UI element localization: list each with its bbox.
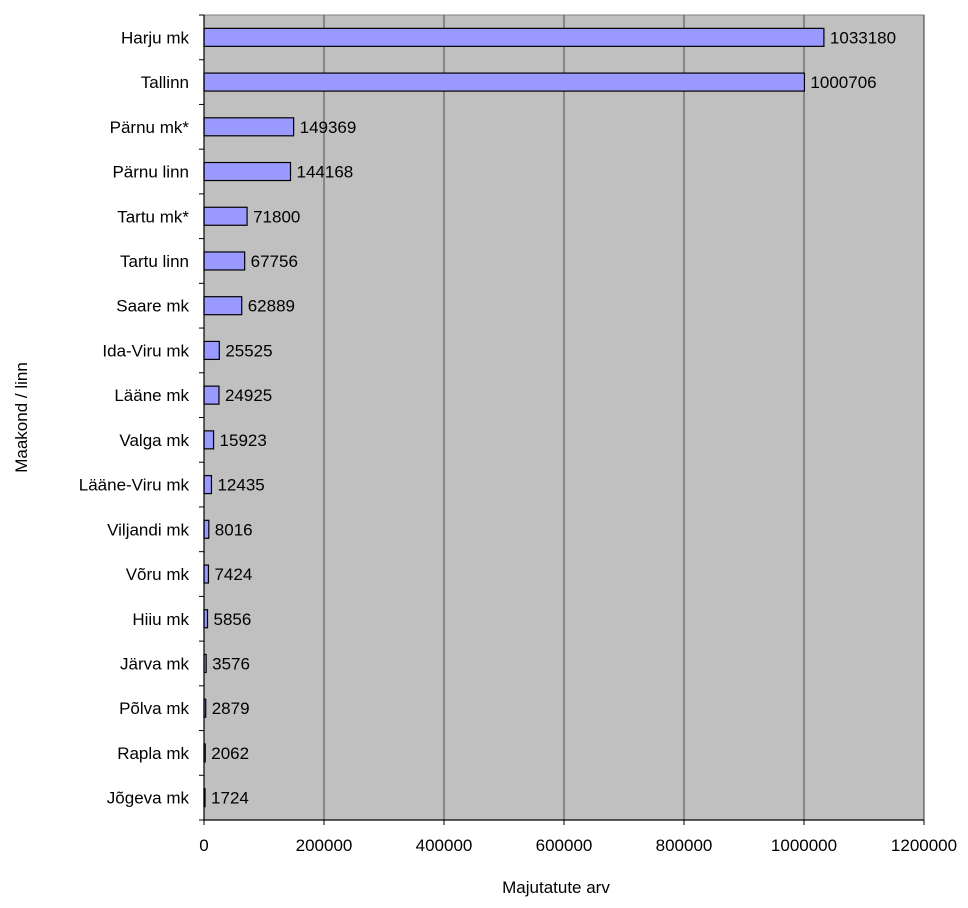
data-label: 144168	[297, 163, 354, 182]
data-label: 12435	[217, 476, 264, 495]
bar	[203, 474, 213, 495]
category-label: Järva mk	[120, 654, 189, 673]
bar	[203, 296, 243, 316]
data-label: 1724	[211, 789, 249, 808]
data-label: 8016	[215, 520, 253, 539]
x-tick-label: 1200000	[891, 836, 957, 855]
category-labels: Harju mk Tallinn Pärnu mk* Pärnu linn Tartu …	[79, 28, 190, 807]
data-label: 1033180	[830, 28, 896, 47]
data-label: 25525	[225, 341, 272, 360]
category-label: Rapla mk	[117, 744, 189, 763]
data-label: 149369	[300, 118, 357, 137]
category-label: Valga mk	[119, 431, 189, 450]
data-label: 71800	[253, 207, 300, 226]
x-tick-labels: 0 200000 400000 600000 800000 1000000 1200000	[199, 836, 957, 855]
data-label: 2879	[212, 699, 250, 718]
category-label: Lääne-Viru mk	[79, 476, 190, 495]
category-label: Viljandi mk	[107, 520, 189, 539]
category-label: Ida-Viru mk	[102, 341, 189, 360]
data-label: 62889	[248, 297, 295, 316]
bar	[203, 251, 246, 271]
category-label: Tallinn	[141, 73, 189, 92]
bar	[203, 519, 210, 539]
data-label: 67756	[251, 252, 298, 271]
data-label: 7424	[214, 565, 252, 584]
category-label: Pärnu mk*	[110, 118, 190, 137]
bar	[203, 430, 215, 450]
x-tick-label: 600000	[536, 836, 593, 855]
category-label: Tartu linn	[120, 252, 189, 271]
bar	[203, 340, 220, 361]
bar	[203, 161, 292, 182]
category-label: Saare mk	[116, 297, 189, 316]
data-label: 5856	[214, 610, 252, 629]
category-label: Lääne mk	[114, 386, 189, 405]
bar	[203, 117, 295, 137]
x-tick-label: 400000	[416, 836, 473, 855]
bar	[203, 385, 220, 405]
category-label: Tartu mk*	[117, 207, 189, 226]
data-label: 1000706	[810, 73, 876, 92]
bar	[203, 72, 806, 92]
category-label: Pärnu linn	[112, 163, 189, 182]
data-label: 2062	[211, 744, 249, 763]
data-label: 3576	[212, 654, 250, 673]
data-labels: 1033180 1000706 149369 144168 71800 67756 6288…	[211, 28, 896, 807]
gridlines	[323, 15, 925, 820]
category-label: Harju mk	[121, 28, 190, 47]
x-tick-label: 1000000	[771, 836, 837, 855]
x-axis-title: Majutatute arv	[502, 878, 610, 897]
category-label: Võru mk	[126, 565, 190, 584]
category-label: Põlva mk	[119, 699, 189, 718]
category-label: Hiiu mk	[132, 610, 189, 629]
data-label: 24925	[225, 386, 272, 405]
data-label: 15923	[220, 431, 267, 450]
y-axis-title: Maakond / linn	[12, 362, 31, 473]
x-tick-label: 0	[199, 836, 208, 855]
bar	[203, 564, 210, 584]
bar	[203, 206, 248, 226]
x-tick-label: 800000	[656, 836, 713, 855]
bars	[203, 27, 825, 808]
axes	[199, 14, 925, 825]
category-label: Jõgeva mk	[107, 789, 190, 808]
bar	[203, 27, 825, 47]
x-tick-label: 200000	[296, 836, 353, 855]
